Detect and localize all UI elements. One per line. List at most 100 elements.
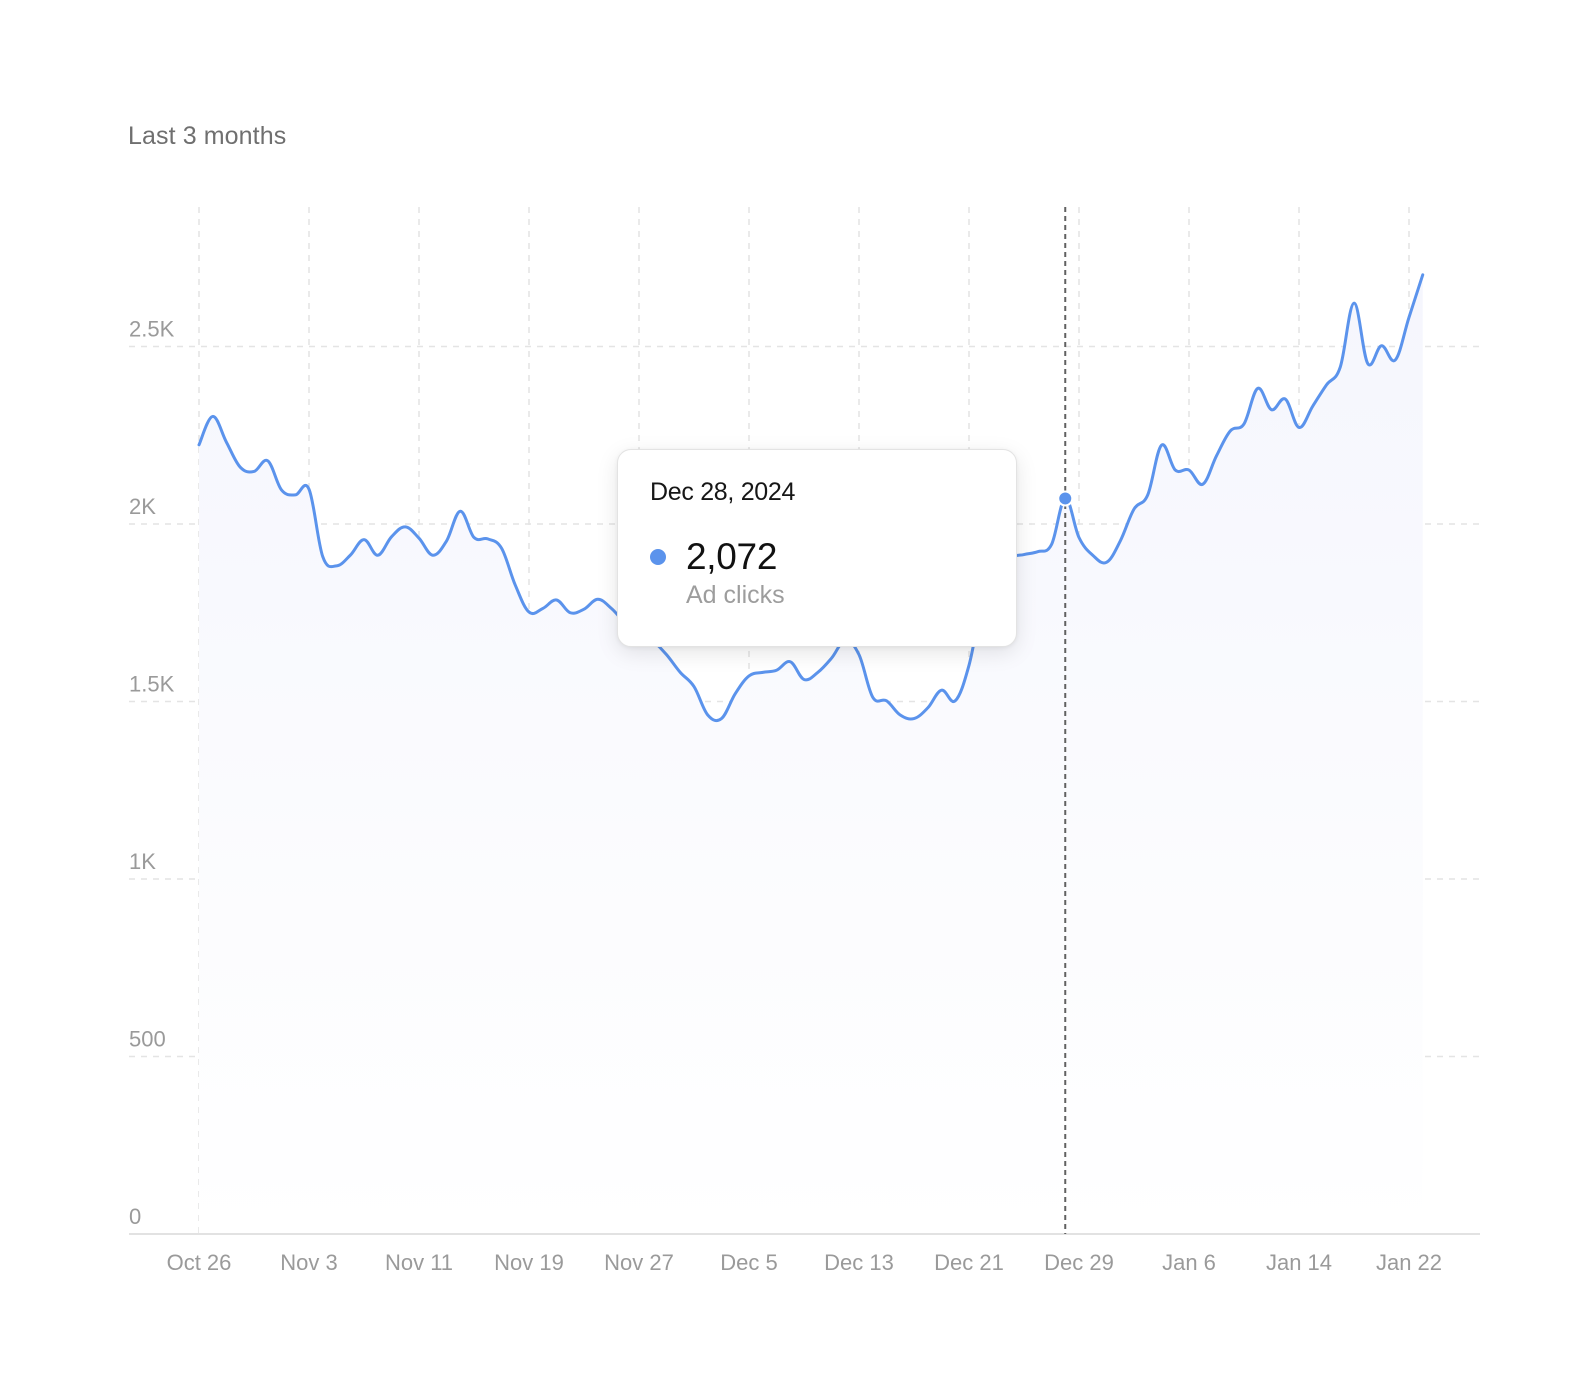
y-axis-labels: 0 500 1K 1.5K 2K 2.5K — [129, 317, 175, 1230]
data-point — [664, 652, 670, 658]
data-point — [1049, 542, 1055, 548]
data-point — [911, 716, 917, 722]
data-point — [1104, 559, 1110, 565]
x-tick-label: Jan 6 — [1162, 1250, 1216, 1275]
data-point — [952, 698, 958, 704]
data-point — [760, 669, 766, 675]
data-point — [279, 487, 285, 493]
data-point — [485, 536, 491, 542]
chart-subtitle: Last 3 months — [128, 122, 287, 150]
data-point — [897, 712, 903, 718]
data-point — [237, 464, 243, 470]
data-point — [471, 534, 477, 540]
data-point — [389, 534, 395, 540]
data-point — [1131, 506, 1137, 512]
data-point — [705, 712, 711, 718]
y-tick-label: 500 — [129, 1027, 166, 1052]
data-point — [870, 694, 876, 700]
y-tick-label: 0 — [129, 1204, 141, 1229]
data-point — [1365, 361, 1371, 367]
tooltip: Dec 28, 2024 2,072 Ad clicks — [617, 449, 1017, 647]
data-point — [430, 552, 436, 558]
tooltip-value-row: 2,072 — [650, 536, 984, 577]
data-point — [801, 676, 807, 682]
y-tick-label: 1.5K — [129, 672, 175, 697]
series-color-dot — [650, 549, 666, 565]
data-point — [1310, 403, 1316, 409]
data-point — [1090, 552, 1096, 558]
data-point — [1406, 314, 1412, 320]
data-point — [787, 659, 793, 665]
data-point — [320, 554, 326, 560]
data-point — [1255, 385, 1261, 391]
data-point — [1241, 421, 1247, 427]
data-point — [540, 605, 546, 611]
x-axis-labels: Oct 26 Nov 3 Nov 11 Nov 19 Nov 27 Dec 5 Dec 13… — [167, 1250, 1442, 1275]
data-point — [306, 486, 312, 492]
data-point — [1337, 364, 1343, 370]
data-point — [444, 538, 450, 544]
x-tick-label: Oct 26 — [167, 1250, 232, 1275]
data-point — [334, 563, 340, 569]
data-point — [829, 655, 835, 661]
data-point — [1200, 481, 1206, 487]
data-point — [1021, 552, 1027, 558]
x-tick-label: Jan 14 — [1266, 1250, 1332, 1275]
data-point — [1076, 534, 1082, 540]
x-tick-label: Jan 22 — [1376, 1250, 1442, 1275]
data-point — [966, 662, 972, 668]
data-point — [402, 524, 408, 530]
data-point — [732, 691, 738, 697]
data-point — [375, 552, 381, 558]
tooltip-value: 2,072 — [686, 536, 778, 577]
data-point — [856, 652, 862, 658]
data-point — [1145, 492, 1151, 498]
tooltip-date: Dec 28, 2024 — [650, 478, 796, 506]
data-point — [581, 606, 587, 612]
data-point — [567, 610, 573, 616]
data-point — [939, 687, 945, 693]
data-point — [512, 582, 518, 588]
data-point — [746, 673, 752, 679]
data-point — [1420, 272, 1426, 278]
data-point — [719, 716, 725, 722]
data-point — [210, 413, 216, 419]
y-tick-label: 2K — [129, 494, 156, 519]
data-point — [1351, 300, 1357, 306]
x-tick-label: Nov 11 — [385, 1250, 453, 1275]
data-point — [884, 698, 890, 704]
y-tick-label: 1K — [129, 849, 156, 874]
data-point — [224, 439, 230, 445]
data-point — [196, 442, 202, 448]
data-point — [1214, 453, 1220, 459]
active-point[interactable] — [1057, 490, 1074, 507]
data-point — [1035, 549, 1041, 555]
data-point — [526, 609, 532, 615]
series-line-ad-clicks[interactable] — [197, 273, 1425, 723]
tooltip-series-label: Ad clicks — [686, 581, 785, 609]
data-point — [347, 552, 353, 558]
data-point — [1117, 538, 1123, 544]
data-point — [1186, 467, 1192, 473]
data-point — [292, 492, 298, 498]
data-point — [677, 669, 683, 675]
x-tick-label: Dec 29 — [1044, 1250, 1114, 1275]
data-point — [1269, 407, 1275, 413]
data-point — [691, 684, 697, 690]
data-point — [1324, 382, 1330, 388]
x-tick-label: Nov 19 — [494, 1250, 564, 1275]
data-point — [774, 667, 780, 673]
data-point — [554, 597, 560, 603]
data-point — [1172, 467, 1178, 473]
x-tick-label: Dec 13 — [824, 1250, 894, 1275]
x-tick-label: Dec 21 — [934, 1250, 1004, 1275]
x-tick-label: Nov 27 — [604, 1250, 674, 1275]
y-tick-label: 2.5K — [129, 317, 175, 342]
data-point — [1227, 428, 1233, 434]
data-point — [499, 545, 505, 551]
data-point — [251, 468, 257, 474]
data-point — [416, 535, 422, 541]
x-tick-label: Dec 5 — [720, 1250, 777, 1275]
data-point — [1296, 424, 1302, 430]
